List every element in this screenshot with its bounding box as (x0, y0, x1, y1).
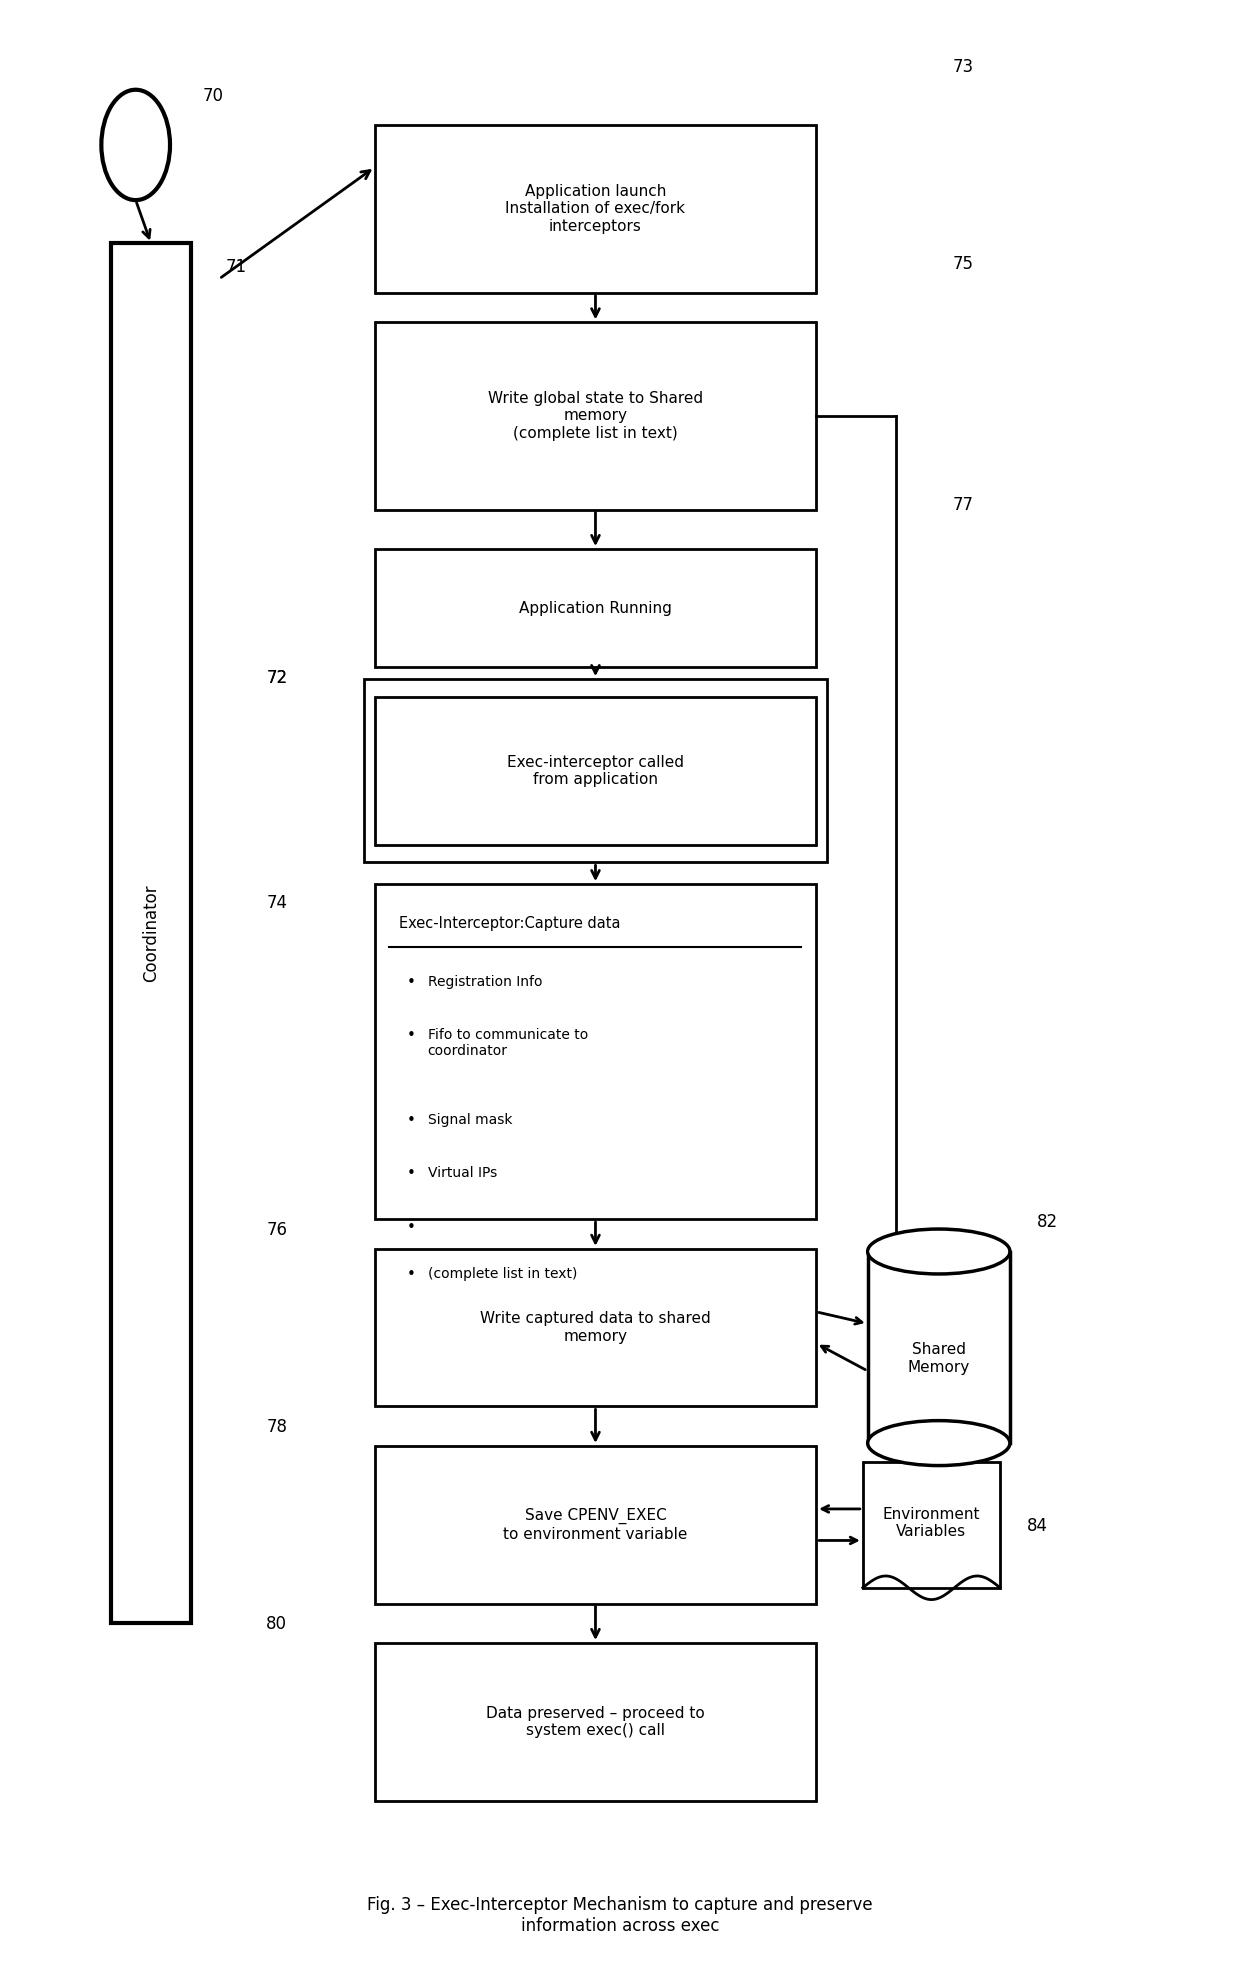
Text: 78: 78 (267, 1417, 288, 1435)
Text: Coordinator: Coordinator (143, 885, 160, 983)
Text: Application Running: Application Running (520, 601, 672, 615)
FancyBboxPatch shape (363, 679, 827, 861)
Text: Save CPENV_EXEC
to environment variable: Save CPENV_EXEC to environment variable (503, 1509, 688, 1542)
Text: Environment
Variables: Environment Variables (883, 1507, 980, 1538)
Text: Virtual IPs: Virtual IPs (428, 1167, 497, 1181)
Text: Exec-Interceptor:Capture data: Exec-Interceptor:Capture data (399, 915, 621, 931)
Text: •: • (407, 1028, 415, 1042)
Text: Write captured data to shared
memory: Write captured data to shared memory (480, 1312, 711, 1344)
Text: Signal mask: Signal mask (428, 1114, 512, 1127)
Text: 74: 74 (267, 893, 288, 911)
FancyBboxPatch shape (863, 1461, 1001, 1588)
Text: 82: 82 (1037, 1213, 1058, 1231)
Text: 71: 71 (226, 258, 247, 276)
Ellipse shape (869, 1233, 1008, 1270)
Text: 77: 77 (952, 496, 973, 514)
FancyBboxPatch shape (112, 244, 191, 1624)
Text: Write global state to Shared
memory
(complete list in text): Write global state to Shared memory (com… (487, 391, 703, 441)
Text: 76: 76 (267, 1221, 288, 1239)
FancyBboxPatch shape (374, 883, 816, 1219)
Text: Fig. 3 – Exec-Interceptor Mechanism to capture and preserve
information across e: Fig. 3 – Exec-Interceptor Mechanism to c… (367, 1896, 873, 1935)
Text: 80: 80 (267, 1616, 288, 1634)
FancyBboxPatch shape (374, 125, 816, 292)
Text: Exec-interceptor called
from application: Exec-interceptor called from application (507, 754, 684, 786)
FancyBboxPatch shape (868, 1251, 1009, 1443)
Text: 72: 72 (267, 669, 288, 687)
FancyBboxPatch shape (374, 550, 816, 667)
Text: 70: 70 (203, 87, 224, 105)
Text: (complete list in text): (complete list in text) (428, 1268, 577, 1282)
FancyBboxPatch shape (374, 697, 816, 846)
Text: 72: 72 (267, 669, 288, 687)
Text: 75: 75 (952, 254, 973, 274)
Text: •: • (407, 1114, 415, 1127)
Text: •: • (407, 1268, 415, 1282)
Text: Application launch
Installation of exec/fork
interceptors: Application launch Installation of exec/… (506, 185, 686, 234)
Text: Data preserved – proceed to
system exec() call: Data preserved – proceed to system exec(… (486, 1705, 704, 1739)
Ellipse shape (868, 1421, 1009, 1465)
Ellipse shape (868, 1229, 1009, 1274)
Text: 73: 73 (952, 58, 973, 75)
FancyBboxPatch shape (374, 1445, 816, 1604)
Text: •: • (407, 1167, 415, 1181)
Text: Shared
Memory: Shared Memory (908, 1342, 970, 1376)
Text: Fifo to communicate to
coordinator: Fifo to communicate to coordinator (428, 1028, 588, 1058)
FancyBboxPatch shape (374, 1644, 816, 1800)
FancyBboxPatch shape (374, 322, 816, 510)
Text: Registration Info: Registration Info (428, 975, 542, 989)
Text: 84: 84 (1027, 1517, 1048, 1534)
Text: •: • (407, 975, 415, 991)
FancyBboxPatch shape (374, 1249, 816, 1407)
Text: •: • (407, 1219, 415, 1235)
